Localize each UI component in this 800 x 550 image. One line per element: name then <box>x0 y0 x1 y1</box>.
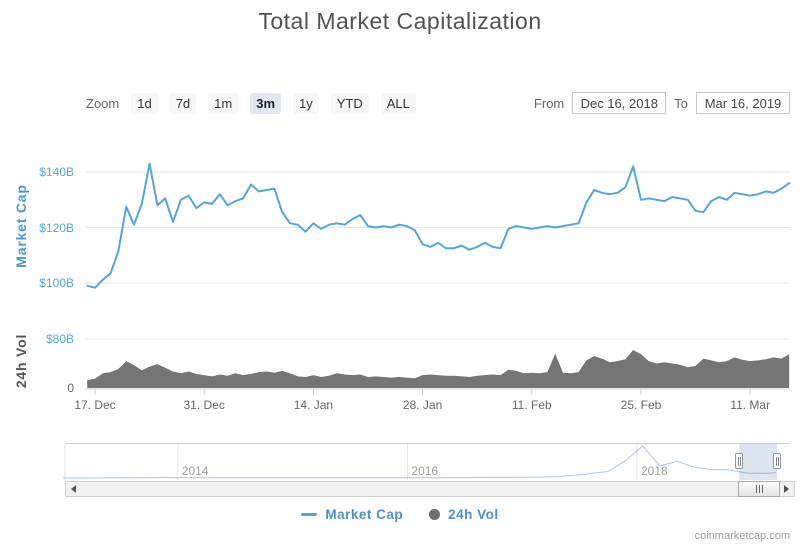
chart-canvas[interactable] <box>0 0 800 505</box>
from-label: From <box>533 95 565 111</box>
zoom-button-1y[interactable]: 1y <box>293 92 319 114</box>
controls-row: Zoom 1d 7d 1m 3m 1y YTD ALL From To <box>86 90 790 116</box>
volume-series[interactable] <box>87 350 790 388</box>
zoom-button-ytd[interactable]: YTD <box>330 92 369 114</box>
legend-label-market-cap: Market Cap <box>325 507 404 522</box>
volume-circle-icon <box>429 509 441 520</box>
right-triangle-icon <box>784 485 789 493</box>
navigator-year-label: 2018 <box>641 464 668 478</box>
y-axis-label: $80B <box>45 332 74 346</box>
legend-item-market-cap[interactable]: Market Cap <box>301 507 403 522</box>
zoom-button-1d[interactable]: 1d <box>131 92 158 114</box>
chart-legend: Market Cap 24h Vol <box>0 507 800 522</box>
x-axis-label: 28. Jan <box>402 398 443 412</box>
date-range-inputs: From To <box>534 92 790 114</box>
navigator-handle-left[interactable] <box>735 453 744 469</box>
y-axis-label: $120B <box>39 220 74 235</box>
zoom-button-1m[interactable]: 1m <box>208 92 239 114</box>
scrollbar-left-arrow[interactable] <box>66 482 81 496</box>
zoom-button-7d[interactable]: 7d <box>169 92 197 114</box>
market-cap-line-icon <box>301 513 318 516</box>
zoom-button-all[interactable]: ALL <box>380 92 416 114</box>
x-axis-label: 31. Dec <box>183 398 225 412</box>
legend-label-24h-vol: 24h Vol <box>448 507 499 522</box>
x-axis-label: 14. Jan <box>293 398 334 412</box>
navigator-year-label: 2014 <box>181 464 209 478</box>
navigator-scrollbar[interactable] <box>65 481 795 497</box>
page-title: Total Market Capitalization <box>258 8 542 34</box>
zoom-range-buttons: Zoom 1d 7d 1m 3m 1y YTD ALL <box>86 92 416 114</box>
market-cap-series[interactable] <box>86 162 791 289</box>
scrollbar-right-arrow[interactable] <box>779 482 794 496</box>
x-axis-label: 11. Mar <box>730 398 771 412</box>
y-axis-label: $140B <box>39 165 74 179</box>
y-axis-label: 0 <box>67 381 74 395</box>
navigator-year-label: 2016 <box>411 464 439 478</box>
navigator-series <box>62 445 776 479</box>
scrollbar-thumb[interactable] <box>738 481 781 497</box>
left-triangle-icon <box>71 485 76 493</box>
from-date-input[interactable] <box>572 92 667 114</box>
x-axis-label: 25. Feb <box>620 398 662 412</box>
y-axis-label: $100B <box>39 276 74 290</box>
legend-item-24h-vol[interactable]: 24h Vol <box>429 507 499 522</box>
zoom-label: Zoom <box>86 95 120 111</box>
navigator-selection[interactable] <box>739 444 778 480</box>
x-axis-label: 17. Dec <box>74 398 116 412</box>
x-axis-label: 11. Feb <box>511 398 552 412</box>
navigator-handle-right[interactable] <box>773 453 782 469</box>
zoom-button-3m[interactable]: 3m <box>250 92 282 114</box>
to-date-input[interactable] <box>696 92 790 114</box>
watermark: coinmarketcap.com <box>694 530 790 542</box>
to-label: To <box>674 95 688 111</box>
